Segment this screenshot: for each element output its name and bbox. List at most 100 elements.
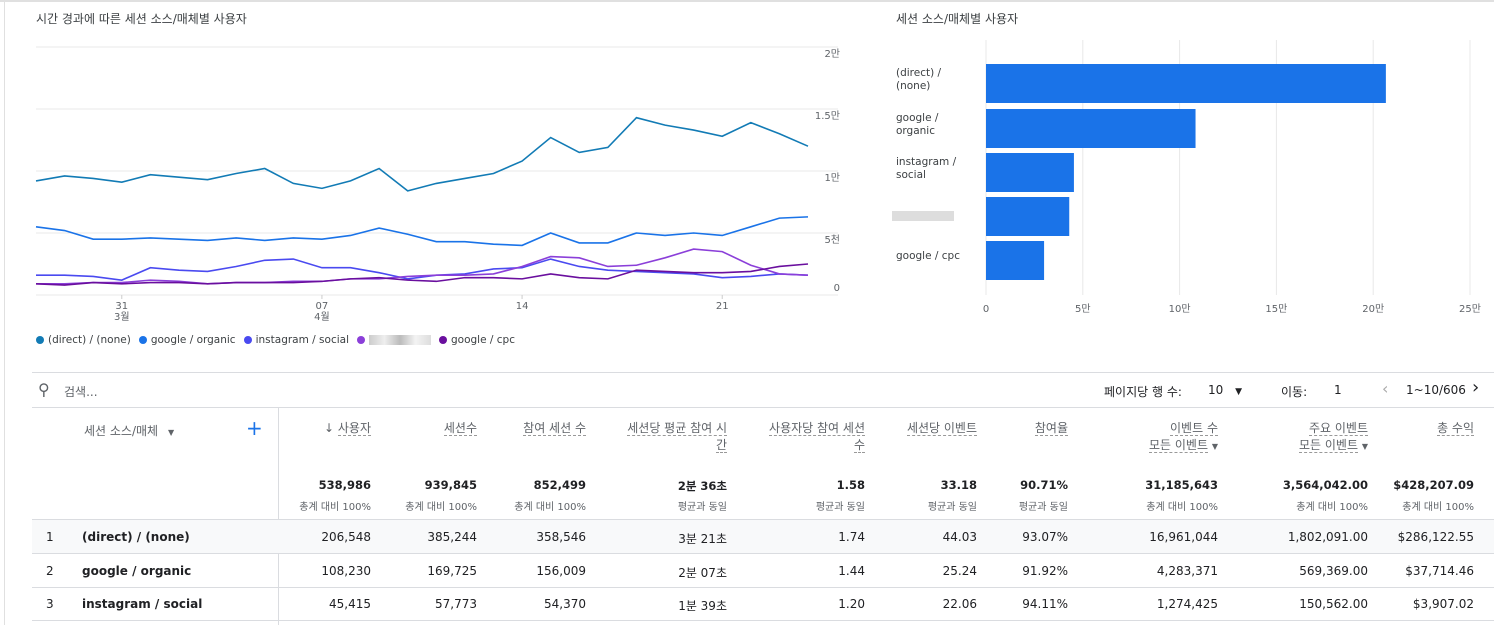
column-header[interactable]: 세션당 이벤트: [897, 420, 977, 437]
row-cell: 1분 39초: [678, 599, 727, 613]
x-tick-month: 3월: [114, 311, 130, 323]
line-chart-legend: (direct) / (none) google / organic instagr…: [36, 334, 515, 346]
table-row[interactable]: 3 instagram / social 45,415 57,773 54,370 1분 …: [32, 587, 1494, 621]
column-total-comparison: 평균과 동일: [677, 502, 727, 513]
legend-item[interactable]: google / cpc: [438, 334, 515, 346]
column-header[interactable]: 세션수: [387, 420, 477, 437]
legend-label: google / cpc: [450, 334, 515, 346]
series-line-0[interactable]: [35, 116, 809, 192]
column-header[interactable]: 이벤트 수 모든 이벤트 ▼: [1088, 420, 1218, 455]
x-tick-label: 0: [983, 304, 989, 315]
line-chart-title: 시간 경과에 따른 세션 소스/매체별 사용자: [36, 12, 247, 26]
legend-item[interactable]: [356, 335, 431, 345]
sort-desc-icon: ↓: [324, 421, 338, 435]
legend-item[interactable]: instagram / social: [243, 334, 349, 346]
row-cell: 16,961,044: [1149, 530, 1218, 544]
row-cell: 1,274,425: [1156, 597, 1218, 611]
search-icon[interactable]: ⚲: [38, 380, 50, 399]
series-line-1[interactable]: [35, 216, 809, 247]
row-dimension[interactable]: google / organic: [82, 563, 192, 578]
column-header-label: 참여율: [1034, 421, 1068, 436]
row-cell: 169,725: [427, 563, 477, 578]
prev-page-icon[interactable]: ‹: [1382, 379, 1389, 398]
row-cell: $3,907.02: [1412, 597, 1474, 611]
dropdown-arrow-icon: ▼: [1235, 387, 1243, 397]
rows-per-page-select[interactable]: 10 ▼: [1208, 383, 1242, 397]
table-row[interactable]: 1 (direct) / (none) 206,548 385,244 358,546 3…: [32, 520, 1494, 554]
column-total: 939,845: [424, 478, 477, 492]
column-header[interactable]: 사용자당 참여 세션수: [765, 420, 865, 454]
column-total: $428,207.09: [1393, 478, 1474, 492]
goto-label: 이동:: [1281, 385, 1308, 399]
column-total: 1.58: [836, 478, 865, 492]
row-cell: 3분 21초: [678, 532, 727, 546]
bar[interactable]: [986, 64, 1386, 103]
column-header[interactable]: 주요 이벤트 모든 이벤트 ▼: [1238, 420, 1368, 455]
dropdown-arrow-icon: ▼: [1361, 442, 1368, 451]
row-cell: 569,369.00: [1299, 563, 1368, 578]
column-header-label: 세션당 평균 참여 시간: [627, 421, 727, 453]
category-label-line: google / cpc: [896, 250, 960, 262]
blurred-category-label: [892, 211, 954, 221]
column-header[interactable]: 참여율: [988, 420, 1068, 437]
row-cell: 2분 07초: [678, 565, 727, 580]
legend-dot-icon: [138, 336, 147, 344]
series-line-2[interactable]: [36, 258, 809, 281]
bar[interactable]: [986, 241, 1045, 280]
legend-item[interactable]: google / organic: [138, 334, 236, 346]
legend-dot-icon: [243, 336, 252, 344]
table-row[interactable]: 2 google / organic 108,230 169,725 156,009 2분…: [32, 554, 1494, 588]
column-total-comparison: 평균과 동일: [927, 502, 977, 513]
column-total-comparison: 평균과 동일: [1018, 502, 1068, 513]
row-cell: 94.11%: [1022, 597, 1068, 611]
y-tick-label: 1만: [824, 172, 840, 184]
series-line-3[interactable]: [36, 248, 809, 285]
x-tick-label: 20만: [1362, 303, 1384, 315]
left-divider: [4, 0, 5, 625]
row-rank: 1: [46, 530, 54, 544]
column-header[interactable]: 참여 세션 수: [506, 420, 586, 437]
blurred-legend-label: [368, 335, 431, 345]
row-cell: 1.74: [838, 530, 865, 544]
next-page-icon[interactable]: ›: [1472, 377, 1480, 398]
row-cell: 57,773: [435, 597, 477, 611]
y-tick-label: 5천: [824, 234, 840, 246]
bar[interactable]: [986, 153, 1074, 192]
table-toolbar: ⚲ 검색... 페이지당 행 수: 10 ▼ 이동: 1 ‹ 1~10/606 …: [32, 372, 1494, 408]
row-cell: 91.92%: [1022, 563, 1068, 578]
row-cell: $37,714.46: [1405, 563, 1474, 578]
column-divider: [278, 408, 279, 625]
column-header[interactable]: ↓ 사용자: [281, 420, 371, 437]
row-cell: 1.20: [838, 597, 865, 611]
series-line-4[interactable]: [35, 263, 809, 286]
row-cell: $286,122.55: [1397, 530, 1474, 544]
category-label: google / organic: [896, 112, 939, 137]
x-tick-month: 4월: [314, 311, 330, 323]
column-total: 90.71%: [1020, 478, 1068, 492]
column-header[interactable]: 세션당 평균 참여 시간: [617, 420, 727, 454]
category-label-line: (direct) /: [896, 67, 942, 79]
row-dimension[interactable]: instagram / social: [82, 597, 203, 611]
goto-input[interactable]: 1: [1334, 383, 1342, 397]
dimension-header[interactable]: 세션 소스/매체 ▼: [84, 422, 174, 439]
row-dimension[interactable]: (direct) / (none): [82, 530, 190, 544]
column-total: 3,564,042.00: [1282, 478, 1368, 492]
add-dimension-icon[interactable]: +: [246, 416, 263, 440]
bar-chart: 0 5만 10만 15만 20만 25만 (direct) / (none) google / o…: [892, 40, 1481, 315]
row-cell: 54,370: [544, 597, 586, 611]
row-cell: 108,230: [321, 563, 371, 578]
x-tick-label: 15만: [1265, 303, 1287, 315]
category-label-line: instagram /: [896, 156, 957, 168]
legend-item[interactable]: (direct) / (none): [36, 334, 131, 346]
bar[interactable]: [986, 109, 1196, 148]
row-cell: 156,009: [536, 563, 586, 578]
x-tick-label: 10만: [1169, 303, 1191, 315]
bar[interactable]: [986, 197, 1070, 236]
search-input[interactable]: 검색...: [64, 385, 98, 399]
row-rank: 2: [46, 563, 54, 578]
column-header-sub[interactable]: 모든 이벤트: [1299, 438, 1359, 453]
column-header[interactable]: 총 수익: [1384, 420, 1474, 437]
column-header-sub[interactable]: 모든 이벤트: [1149, 438, 1209, 453]
row-cell: 93.07%: [1022, 530, 1068, 544]
x-tick-label: 5만: [1075, 303, 1091, 315]
